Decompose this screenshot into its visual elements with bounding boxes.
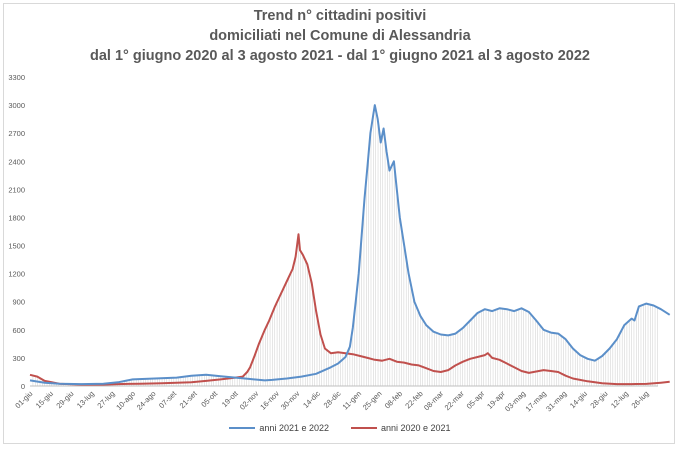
x-tick-label: 05-ott (199, 388, 220, 409)
x-tick-label: 17-mag (524, 389, 548, 413)
chart-subtitle-2: dal 1° giugno 2020 al 3 agosto 2021 - da… (90, 48, 590, 64)
chart-title: Trend n° cittadini positivi (253, 8, 427, 24)
x-tick-label: 25-gen (361, 389, 384, 412)
y-tick-label: 300 (12, 354, 25, 363)
y-tick-labels: 0 300 600 900 1200 1500 1800 2100 2400 2700 3000 33… (8, 73, 25, 391)
series-line-anni-2021-e-2022 (29, 104, 671, 386)
x-tick-label: 24-ago (135, 389, 158, 412)
y-tick-label: 900 (12, 298, 25, 307)
legend-item-2020-2021: anni 2020 e 2021 (351, 423, 451, 433)
x-tick-label: 14-giu (568, 389, 589, 410)
legend-swatch-red (351, 426, 377, 430)
legend-item-2021-2022: anni 2021 e 2022 (229, 423, 329, 433)
chart-subtitle-1: domiciliati nel Comune di Alessandria (209, 28, 471, 44)
series-line-anni-2020-e-2021 (29, 233, 670, 386)
x-tick-label: 14-dic (301, 389, 322, 410)
x-tick-label: 08-mar (422, 389, 446, 413)
y-tick-label: 0 (21, 382, 25, 391)
x-tick-label: 22-mar (443, 389, 467, 413)
y-tick-label: 600 (12, 326, 25, 335)
x-tick-label: 26-lug (630, 389, 651, 410)
x-tick-label: 05-apr (465, 389, 487, 411)
x-tick-label: 03-mag (503, 389, 527, 413)
x-tick-label: 28-giu (588, 389, 609, 410)
y-tick-label: 2400 (8, 157, 25, 166)
y-tick-label: 2100 (8, 185, 25, 194)
x-tick-label: 15-giu (34, 389, 55, 410)
x-tick-label: 01-giu (13, 389, 34, 410)
legend-label-2021-2022: anni 2021 e 2022 (259, 423, 329, 433)
x-tick-label: 16-nov (258, 389, 281, 412)
x-tick-label: 08-feb (383, 389, 404, 410)
x-tick-label: 30-nov (279, 389, 302, 412)
y-tick-label: 3000 (8, 101, 25, 110)
chart-frame (3, 3, 675, 444)
x-tick-label: 12-lug (609, 389, 630, 410)
y-tick-label: 1500 (8, 242, 25, 251)
x-tick-label: 22-feb (403, 389, 424, 410)
legend: anni 2021 e 2022 anni 2020 e 2021 (0, 423, 680, 433)
x-tick-label: 21-set (178, 388, 200, 410)
y-tick-label: 2700 (8, 129, 25, 138)
y-tick-label: 1800 (8, 213, 25, 222)
legend-label-2020-2021: anni 2020 e 2021 (381, 423, 451, 433)
series-lines (29, 104, 671, 386)
x-tick-label: 28-dic (322, 389, 343, 410)
y-tick-label: 3300 (8, 73, 25, 82)
x-tick-label: 11-gen (341, 389, 363, 411)
chart-title-block: Trend n° cittadini positivi domiciliati … (0, 6, 680, 66)
x-tick-label: 13-lug (75, 389, 96, 410)
x-tick-label: 27-lug (95, 389, 116, 410)
x-tick-label: 10-ago (114, 389, 137, 412)
x-tick-label: 07-set (157, 388, 179, 410)
y-tick-label: 1200 (8, 270, 25, 279)
x-tick-labels: 01-giu 15-giu 29-giu 13-lug 27-lug10-ago24-a… (13, 388, 650, 413)
legend-swatch-blue (229, 426, 256, 430)
x-tick-label: 29-giu (54, 389, 75, 410)
vertical-hatch-area (32, 109, 658, 386)
x-tick-label: 31-mag (544, 389, 568, 413)
x-tick-label: 02-nov (238, 389, 261, 412)
